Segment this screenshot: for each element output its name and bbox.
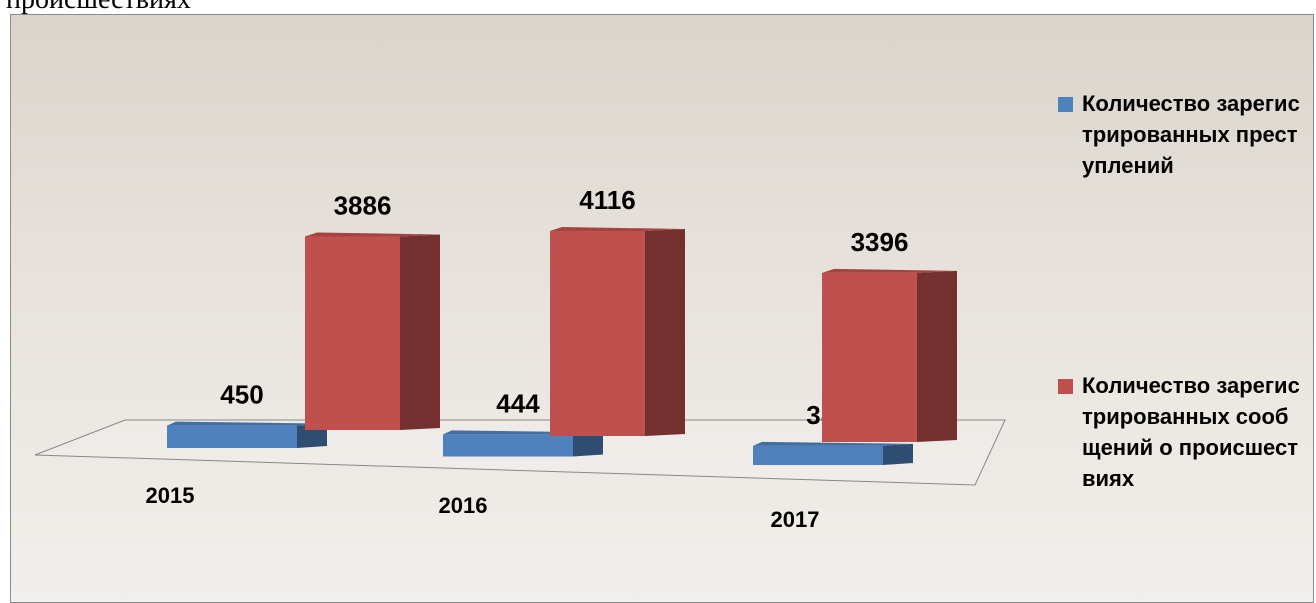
bar-side — [573, 432, 603, 456]
data-label: 3396 — [851, 227, 909, 257]
bar-side — [883, 444, 913, 465]
legend-label: Количество зарегистрированных преступлен… — [1082, 88, 1307, 181]
legend-label: Количество зарегистрированных сообщений … — [1082, 370, 1307, 494]
page: происшествиях 45044438538864116339620152… — [0, 0, 1316, 603]
data-label: 444 — [496, 388, 540, 418]
data-label: 3886 — [334, 190, 392, 220]
bar-side — [917, 271, 957, 442]
bar — [167, 426, 297, 448]
x-tick-label: 2015 — [146, 483, 195, 508]
legend-swatch — [1058, 97, 1073, 112]
bar — [753, 446, 883, 465]
bar — [443, 434, 573, 456]
bar-side — [400, 234, 440, 430]
x-tick-label: 2017 — [771, 507, 820, 532]
data-label: 450 — [220, 380, 263, 410]
bar — [305, 236, 400, 430]
bar-side — [645, 229, 685, 436]
bar — [550, 231, 645, 436]
bar — [822, 273, 917, 442]
legend-swatch — [1058, 379, 1073, 394]
data-label: 4116 — [579, 185, 635, 215]
x-tick-label: 2016 — [439, 493, 488, 518]
